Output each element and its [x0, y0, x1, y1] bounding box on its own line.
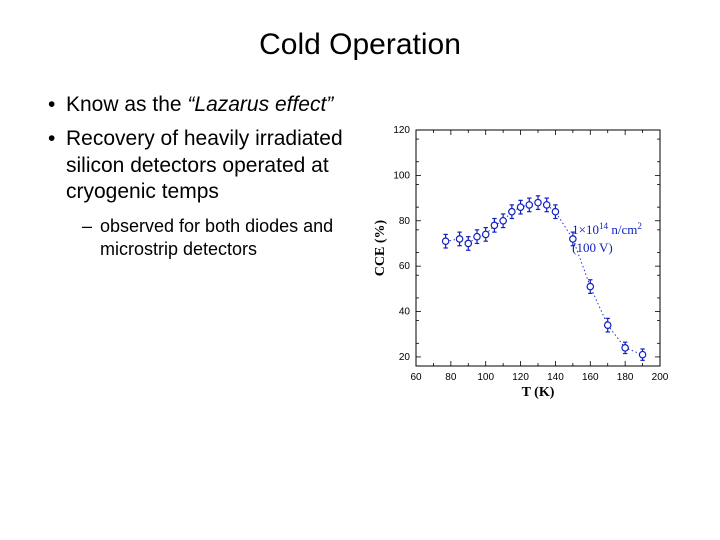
- svg-text:140: 140: [547, 372, 564, 383]
- svg-text:80: 80: [445, 372, 457, 383]
- svg-text:100: 100: [393, 170, 410, 181]
- svg-text:20: 20: [399, 352, 411, 363]
- bullet-text: Recovery of heavily irradiated silicon d…: [66, 127, 343, 203]
- svg-text:T (K): T (K): [522, 385, 555, 400]
- svg-text:60: 60: [410, 372, 422, 383]
- svg-text:180: 180: [617, 372, 634, 383]
- text-column: Know as the “Lazarus effect” Recovery of…: [40, 92, 350, 402]
- chart-column: 60 80 100 120 140 160 180 200 20 40 60 80 100 120 T (K…: [360, 92, 680, 402]
- svg-text:200: 200: [652, 372, 669, 383]
- bullet-item: Know as the “Lazarus effect”: [44, 92, 350, 118]
- svg-text:120: 120: [512, 372, 529, 383]
- bullet-text: Know as the: [66, 93, 187, 116]
- sub-bullet-list: observed for both diodes and microstrip …: [66, 215, 350, 260]
- bullet-item: Recovery of heavily irradiated silicon d…: [44, 126, 350, 260]
- svg-text:1×1014 n/cm2: 1×1014 n/cm2: [572, 221, 642, 237]
- svg-text:CCE (%): CCE (%): [373, 219, 388, 276]
- svg-text:100: 100: [477, 372, 494, 383]
- bullet-italic: “Lazarus effect”: [187, 93, 333, 116]
- svg-text:120: 120: [393, 125, 410, 136]
- cce-vs-temperature-chart: 60 80 100 120 140 160 180 200 20 40 60 80 100 120 T (K…: [370, 122, 670, 402]
- svg-text:160: 160: [582, 372, 599, 383]
- svg-text:80: 80: [399, 216, 411, 227]
- svg-text:40: 40: [399, 307, 411, 318]
- svg-text:(100 V): (100 V): [572, 240, 613, 255]
- sub-bullet-text: observed for both diodes and microstrip …: [100, 216, 333, 259]
- sub-bullet-item: observed for both diodes and microstrip …: [66, 215, 350, 260]
- svg-text:60: 60: [399, 261, 411, 272]
- content-row: Know as the “Lazarus effect” Recovery of…: [40, 92, 680, 402]
- bullet-list: Know as the “Lazarus effect” Recovery of…: [44, 92, 350, 260]
- slide-title: Cold Operation: [40, 28, 680, 62]
- slide: Cold Operation Know as the “Lazarus effe…: [0, 0, 720, 540]
